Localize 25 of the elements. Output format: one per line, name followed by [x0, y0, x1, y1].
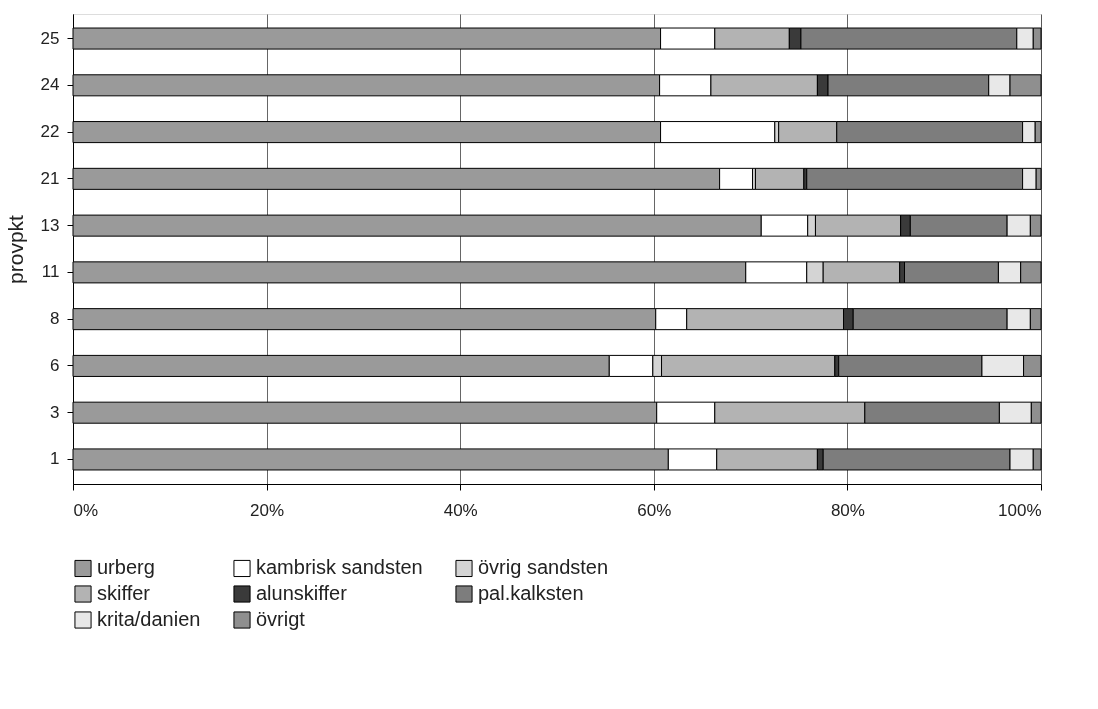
y-tick-label: 8 — [50, 309, 60, 329]
y-tick-label: 3 — [50, 402, 60, 422]
legend-label: krita/danien — [97, 608, 201, 630]
x-tick-label: 100% — [998, 500, 1042, 520]
x-tick-label: 0% — [73, 500, 99, 520]
y-tick-label: 6 — [50, 355, 60, 375]
y-tick-label: 21 — [40, 168, 60, 188]
x-tick-label: 60% — [637, 500, 672, 520]
x-tick-label: 80% — [830, 500, 865, 520]
y-tick-label: 25 — [40, 28, 60, 48]
y-axis-title: provpkt — [3, 214, 27, 284]
y-tick-label: 24 — [40, 75, 60, 95]
legend-label: alunskiffer — [256, 582, 348, 604]
legend-label: övrigt — [256, 608, 306, 630]
legend-label: skiffer — [97, 582, 151, 604]
legend-label: pal.kalksten — [478, 582, 584, 604]
legend-label: urberg — [97, 556, 155, 579]
y-tick-label: 13 — [40, 215, 60, 235]
legend-label: kambrisk sandsten — [256, 556, 423, 579]
y-tick-label: 22 — [40, 122, 60, 142]
legend-label: övrig sandsten — [478, 556, 609, 579]
x-tick-label: 20% — [250, 500, 285, 520]
y-tick-label: 11 — [41, 262, 60, 282]
x-tick-label: 40% — [443, 500, 478, 520]
y-tick-label: 1 — [50, 449, 60, 469]
